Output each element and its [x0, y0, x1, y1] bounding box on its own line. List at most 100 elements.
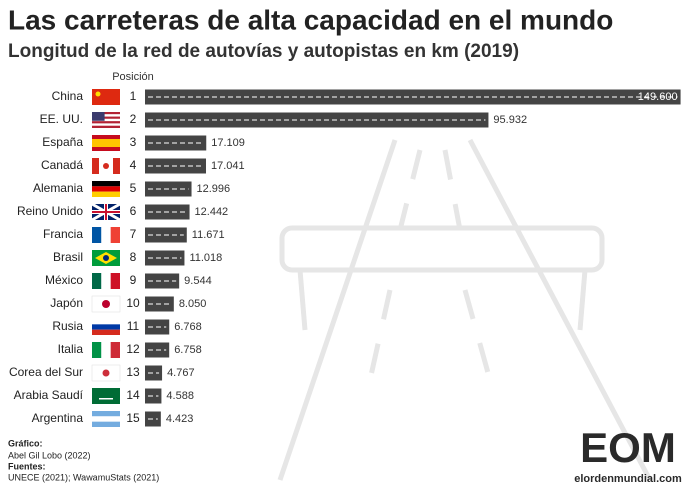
- category-label: Arabia Saudí: [14, 388, 84, 402]
- rank-label: 1: [130, 89, 137, 103]
- rank-label: 8: [130, 250, 137, 264]
- category-label: China: [52, 89, 84, 103]
- value-label: 95.932: [493, 114, 527, 126]
- category-label: Rusia: [52, 319, 83, 333]
- value-label: 6.758: [174, 344, 202, 356]
- category-label: Brasil: [53, 250, 83, 264]
- logo-site: elordenmundial.com: [574, 473, 682, 485]
- category-label: Italia: [58, 342, 84, 356]
- rank-label: 5: [130, 181, 137, 195]
- rank-label: 15: [126, 411, 140, 425]
- flag: [92, 112, 120, 128]
- flag-part: [102, 300, 110, 308]
- rank-label: 3: [130, 135, 137, 149]
- flag: [91, 364, 121, 382]
- bar: [145, 388, 162, 404]
- rank-label: 14: [126, 388, 140, 402]
- flag-part: [99, 398, 113, 400]
- flag-part: [102, 369, 110, 377]
- rank-label: 4: [130, 158, 137, 172]
- flag-part: [103, 255, 109, 261]
- flag-part: [92, 324, 120, 330]
- rank-label: 12: [126, 342, 140, 356]
- flag-part: [92, 411, 120, 417]
- flag: [92, 411, 120, 427]
- rank-label: 11: [127, 319, 140, 333]
- flag: [92, 89, 120, 105]
- flag-part: [92, 121, 120, 124]
- value-label: 12.996: [197, 183, 231, 195]
- bar: [145, 365, 163, 381]
- flag-part: [92, 319, 120, 325]
- category-label: Francia: [43, 227, 83, 241]
- flag-part: [92, 139, 120, 147]
- flag-part: [92, 191, 120, 197]
- flag-part: [92, 342, 102, 358]
- chart-subtitle: Longitud de la red de autovías y autopis…: [8, 41, 519, 62]
- flag-part: [92, 204, 120, 220]
- value-label: 11.671: [192, 229, 225, 241]
- flag-part: [101, 227, 111, 243]
- flag-part: [92, 158, 99, 174]
- flag-part: [92, 186, 120, 192]
- flag-part: [92, 227, 102, 243]
- rank-label: 6: [130, 204, 137, 218]
- chart-title: Las carreteras de alta capacidad en el m…: [8, 4, 613, 35]
- value-label: 11.018: [189, 252, 222, 264]
- flag: [92, 319, 120, 335]
- flag: [91, 202, 121, 222]
- flag-part: [92, 116, 120, 119]
- credit-label: Gráfico:: [8, 438, 43, 448]
- flag-part: [92, 416, 120, 422]
- flag-part: [92, 329, 120, 335]
- category-label: Japón: [50, 296, 83, 310]
- flag-part: [110, 273, 120, 289]
- category-label: México: [45, 273, 83, 287]
- flag-part: [99, 158, 106, 174]
- rank-label: 13: [126, 365, 140, 379]
- flag-part: [92, 114, 120, 117]
- flag: [92, 158, 120, 174]
- flag: [91, 295, 121, 313]
- flag-part: [92, 118, 120, 122]
- flag-part: [110, 227, 120, 243]
- rank-header: Posición: [112, 71, 154, 83]
- value-label: 4.588: [166, 390, 194, 402]
- flag-part: [92, 125, 120, 128]
- flag: [92, 273, 120, 289]
- source-label: Fuentes:: [8, 461, 46, 471]
- value-label: 17.109: [211, 137, 245, 149]
- rank-label: 7: [130, 227, 137, 241]
- value-label: 6.768: [174, 321, 202, 333]
- flag-part: [92, 112, 120, 115]
- flag: [92, 181, 120, 197]
- value-label: 12.442: [195, 206, 229, 218]
- flag-part: [113, 158, 120, 174]
- value-label: 149.600: [638, 91, 678, 103]
- flag-part: [92, 421, 120, 427]
- flag-part: [103, 163, 109, 169]
- flag-part: [92, 112, 105, 121]
- category-label: Reino Unido: [17, 204, 83, 218]
- source: UNECE (2021); WawamuStats (2021): [8, 472, 159, 482]
- value-label: 8.050: [179, 298, 207, 310]
- flag-part: [101, 273, 111, 289]
- category-label: Argentina: [32, 411, 84, 425]
- value-label: 17.041: [211, 160, 245, 172]
- category-label: España: [42, 135, 83, 149]
- flag-part: [95, 91, 101, 97]
- flag: [92, 227, 120, 243]
- credit: Abel Gil Lobo (2022): [8, 450, 91, 460]
- value-label: 4.423: [166, 413, 194, 425]
- flag-part: [92, 123, 120, 126]
- flag: [92, 135, 120, 151]
- category-label: EE. UU.: [40, 112, 83, 126]
- flag: [92, 388, 120, 404]
- flag: [92, 342, 120, 358]
- flag-part: [110, 342, 120, 358]
- category-label: Canadá: [41, 158, 83, 172]
- flag-part: [92, 89, 120, 105]
- value-label: 4.767: [167, 367, 195, 379]
